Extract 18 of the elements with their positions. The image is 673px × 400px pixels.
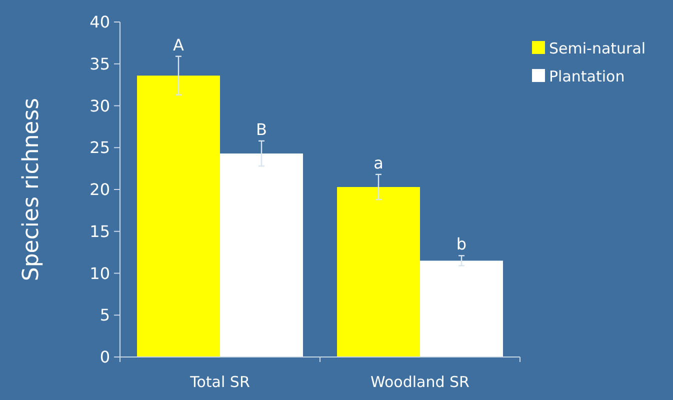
annotation: a: [374, 153, 384, 172]
annotation: A: [173, 35, 184, 54]
x-tick-label: Woodland SR: [370, 373, 470, 391]
y-tick-label: 0: [100, 348, 110, 367]
y-tick-label: 35: [90, 54, 110, 74]
y-axis-title: Species richness: [19, 98, 44, 282]
y-tick-label: 5: [100, 306, 110, 325]
annotation: B: [256, 120, 267, 139]
legend-label: Plantation: [549, 67, 625, 86]
y-tick-label: 40: [90, 12, 110, 32]
y-tick-label: 15: [90, 222, 110, 241]
y-tick-label: 10: [90, 264, 110, 283]
y-tick-label: 25: [90, 138, 110, 158]
y-tick-label: 30: [90, 96, 110, 116]
x-tick-label: Total SR: [189, 373, 250, 391]
annotation: b: [456, 234, 467, 254]
legend-label: Semi-natural: [549, 39, 646, 58]
y-tick-label: 20: [90, 180, 110, 200]
